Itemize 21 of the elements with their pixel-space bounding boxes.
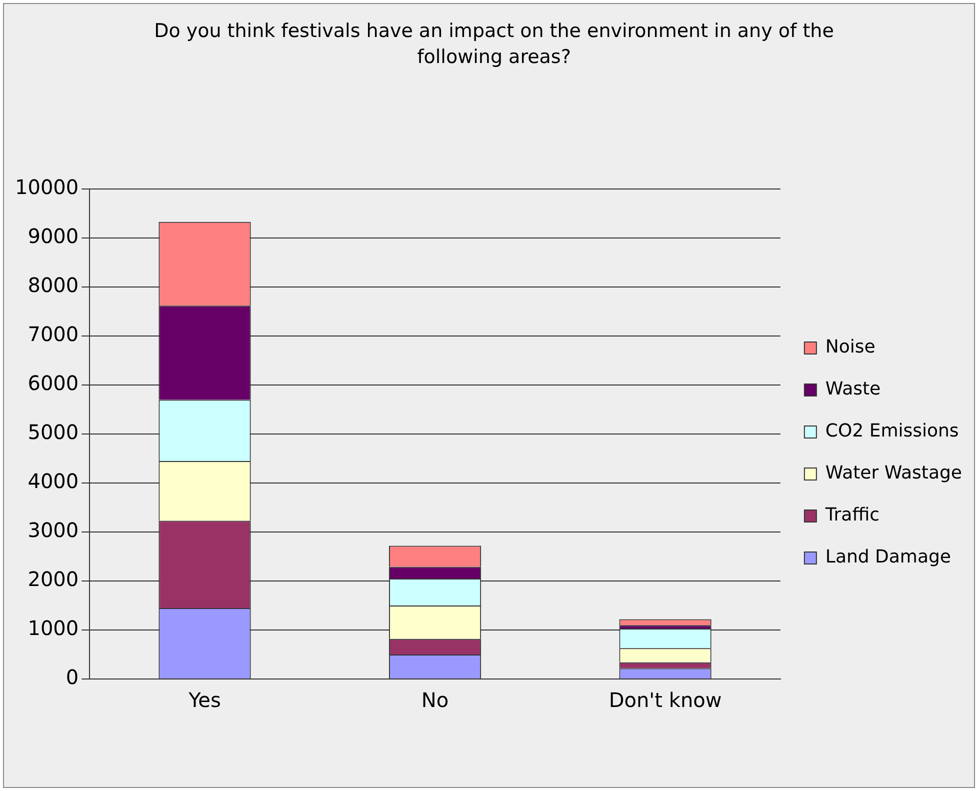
y-tick-label: 9000 [28, 224, 79, 248]
y-tick-label: 1000 [28, 616, 79, 640]
chart-title: Do you think festivals have an impact on the environment in any of the following areas? [153, 19, 835, 70]
y-tick-label: 8000 [28, 273, 79, 298]
x-tick-label: Yes [188, 688, 221, 712]
legend-label: Traffic [824, 504, 880, 526]
legend-label: Waste [825, 378, 881, 400]
y-tick-label: 4000 [28, 469, 79, 494]
y-tick-label: 2000 [28, 567, 79, 592]
legend-label: Water Wastage [825, 462, 962, 484]
y-tick-label: 6000 [28, 371, 79, 396]
y-tick-label: 5000 [28, 420, 79, 444]
x-tick-label: No [421, 688, 449, 712]
legend-label: CO2 Emissions [825, 420, 959, 442]
y-tick-label: 0 [66, 665, 79, 690]
y-tick-label: 3000 [28, 518, 79, 542]
legend-label: Land Damage [825, 546, 952, 568]
legend-label: Noise [825, 336, 876, 358]
x-tick-label: Don't know [608, 688, 722, 712]
y-tick-label: 7000 [28, 322, 79, 346]
y-tick-label: 10000 [15, 175, 79, 200]
